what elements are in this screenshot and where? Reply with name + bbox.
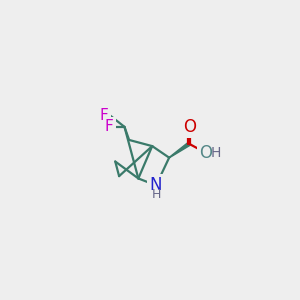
Text: O: O [200,144,213,162]
Text: F: F [100,108,108,123]
Text: O: O [183,118,196,136]
Polygon shape [169,142,190,158]
Text: F: F [105,119,114,134]
Text: H: H [152,188,161,201]
Text: N: N [150,176,162,194]
Text: H: H [210,146,220,160]
